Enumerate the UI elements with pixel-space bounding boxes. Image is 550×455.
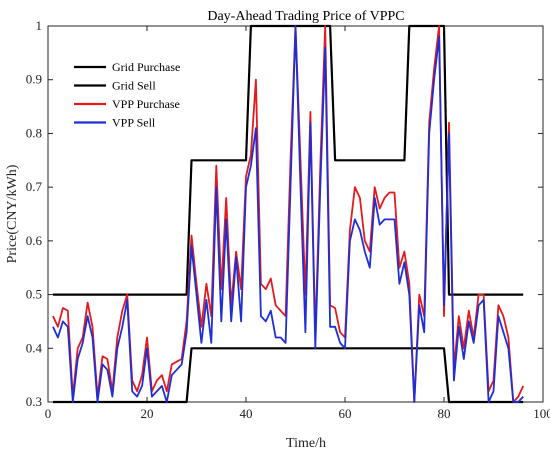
y-tick-label: 0.7 bbox=[26, 179, 43, 194]
series-line-grid-sell bbox=[53, 347, 524, 404]
series-line-vpp-sell bbox=[52, 25, 524, 403]
y-tick-label: 0.6 bbox=[26, 233, 43, 248]
legend: Grid Purchase Grid Sell VPP Purchase VPP Se… bbox=[74, 60, 180, 130]
y-tick-label: 0.4 bbox=[26, 340, 43, 355]
y-tick-label: 0.3 bbox=[26, 394, 42, 409]
x-tick-label: 40 bbox=[240, 406, 253, 421]
x-tick-label: 60 bbox=[339, 406, 352, 421]
series-line-grid-purchase bbox=[53, 24, 524, 296]
series-layer bbox=[52, 24, 525, 404]
x-tick-label: 0 bbox=[45, 406, 52, 421]
legend-label-grid-purchase: Grid Purchase bbox=[112, 60, 180, 74]
y-tick-label: 1 bbox=[36, 18, 43, 33]
y-tick-label: 0.9 bbox=[26, 72, 42, 87]
y-tick-label: 0.8 bbox=[26, 125, 42, 140]
chart-title: Day-Ahead Trading Price of VPPC bbox=[207, 9, 404, 24]
x-tick-label: 100 bbox=[533, 406, 550, 421]
x-axis-label: Time/h bbox=[286, 436, 326, 451]
ticks: 0 20 40 60 80 100 0.3 0.4 0.5 0.6 0.7 0.8 0.9 1 bbox=[26, 18, 550, 421]
x-tick-label: 20 bbox=[141, 406, 154, 421]
legend-label-vpp-sell: VPP Sell bbox=[112, 116, 156, 130]
legend-label-vpp-purchase: VPP Purchase bbox=[112, 97, 180, 111]
y-tick-label: 0.5 bbox=[26, 287, 42, 302]
y-axis-label: Price(CNY/kWh) bbox=[5, 164, 20, 263]
x-tick-label: 80 bbox=[438, 406, 451, 421]
legend-label-grid-sell: Grid Sell bbox=[112, 79, 156, 93]
